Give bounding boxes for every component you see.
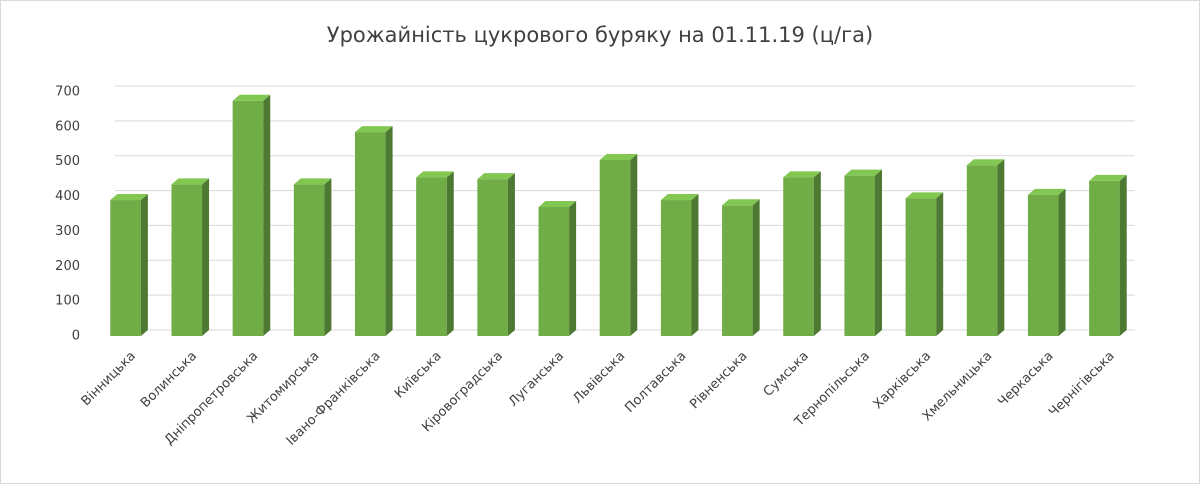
bar-side <box>1058 188 1066 336</box>
bar-front <box>171 184 203 336</box>
bar-front <box>232 100 264 336</box>
bar-front <box>1027 194 1059 336</box>
bar <box>905 192 944 336</box>
bar-side <box>630 153 638 336</box>
bar <box>355 126 393 336</box>
bar-side <box>202 178 210 336</box>
y-tick-label: 0 <box>72 329 80 344</box>
bar-side <box>385 126 393 336</box>
bar-side <box>140 194 148 336</box>
bar-side <box>813 171 821 336</box>
bar-front <box>905 198 937 336</box>
bar-front <box>722 205 753 336</box>
bar-front <box>660 200 692 336</box>
bar-front <box>477 179 508 336</box>
y-tick-label: 400 <box>55 189 80 204</box>
bar-side <box>936 192 944 336</box>
bar-top <box>171 178 210 185</box>
bar-side <box>569 201 577 336</box>
bar-front <box>538 207 570 336</box>
y-tick-label: 300 <box>55 224 80 239</box>
y-tick-label: 500 <box>55 154 80 169</box>
bar-front <box>599 159 631 336</box>
bar <box>783 171 821 336</box>
bar <box>477 173 515 336</box>
y-tick-label: 100 <box>55 294 80 309</box>
bar <box>599 153 638 336</box>
bar-front <box>1089 180 1120 336</box>
y-tick-label: 600 <box>55 119 80 134</box>
bar-front <box>966 165 998 336</box>
y-tick-label: 200 <box>55 259 80 274</box>
bar-top <box>905 192 944 199</box>
bar-top <box>783 171 821 178</box>
bar-side <box>507 173 515 336</box>
bar-side <box>263 94 271 336</box>
bar <box>660 194 699 336</box>
bar <box>416 171 454 336</box>
bar-side <box>446 171 454 336</box>
bar-top <box>660 194 699 201</box>
bar-top <box>355 126 393 133</box>
bar-top <box>416 171 454 178</box>
bar-front <box>416 177 447 336</box>
bar <box>722 199 760 336</box>
bar-front <box>293 184 325 336</box>
bar-top <box>477 173 515 180</box>
bar-top <box>1089 174 1127 181</box>
bar <box>110 194 148 336</box>
chart-title: Урожайність цукрового буряку на 01.11.19… <box>327 23 873 47</box>
bar <box>1027 188 1066 336</box>
bar-side <box>324 178 332 336</box>
bar-side <box>752 199 760 336</box>
bar-top <box>599 153 638 160</box>
bar <box>232 94 271 336</box>
bar-top <box>966 159 1005 166</box>
bar-top <box>538 201 577 208</box>
bar <box>538 201 577 336</box>
bar <box>293 178 332 336</box>
bar-top <box>1027 188 1066 195</box>
bar-front <box>355 132 386 336</box>
bar-front <box>783 177 814 336</box>
bar-top <box>232 94 271 101</box>
bar-top <box>844 169 882 176</box>
bar-top <box>110 194 148 201</box>
bar-side <box>875 169 882 336</box>
bar <box>844 169 882 336</box>
bar-front <box>844 175 875 336</box>
bar-side <box>1119 174 1127 336</box>
bar <box>966 159 1005 336</box>
bar-side <box>691 194 699 336</box>
y-tick-label: 700 <box>55 85 80 100</box>
bar-front <box>110 200 141 336</box>
bar-side <box>997 159 1005 336</box>
bar-top <box>722 199 760 206</box>
bar-top <box>293 178 332 185</box>
bar <box>1089 174 1127 336</box>
bar <box>171 178 210 336</box>
